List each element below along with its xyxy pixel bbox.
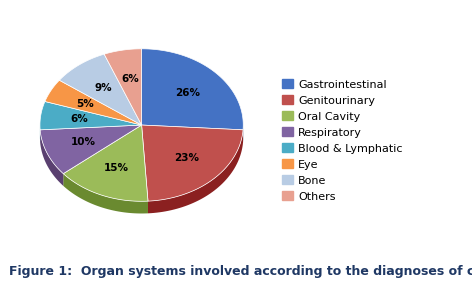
Text: 6%: 6% [121,74,139,84]
Text: 9%: 9% [94,83,112,93]
Polygon shape [40,101,142,130]
Polygon shape [142,49,243,130]
Polygon shape [45,80,142,125]
Text: Figure 1:  Organ systems involved according to the diagnoses of cancer: Figure 1: Organ systems involved accordi… [9,265,472,278]
Polygon shape [40,130,63,186]
Text: 6%: 6% [70,114,88,124]
Text: 5%: 5% [76,99,94,108]
Polygon shape [148,130,243,213]
Text: 10%: 10% [70,137,95,148]
Polygon shape [40,125,142,174]
Text: 26%: 26% [175,88,200,98]
Polygon shape [63,125,148,201]
Polygon shape [63,174,148,214]
Legend: Gastrointestinal, Genitourinary, Oral Cavity, Respiratory, Blood & Lymphatic, Ey: Gastrointestinal, Genitourinary, Oral Ca… [279,77,405,204]
Polygon shape [104,49,142,125]
Polygon shape [142,125,243,201]
Text: 23%: 23% [174,153,199,164]
Text: 15%: 15% [104,164,129,173]
Polygon shape [59,54,142,125]
